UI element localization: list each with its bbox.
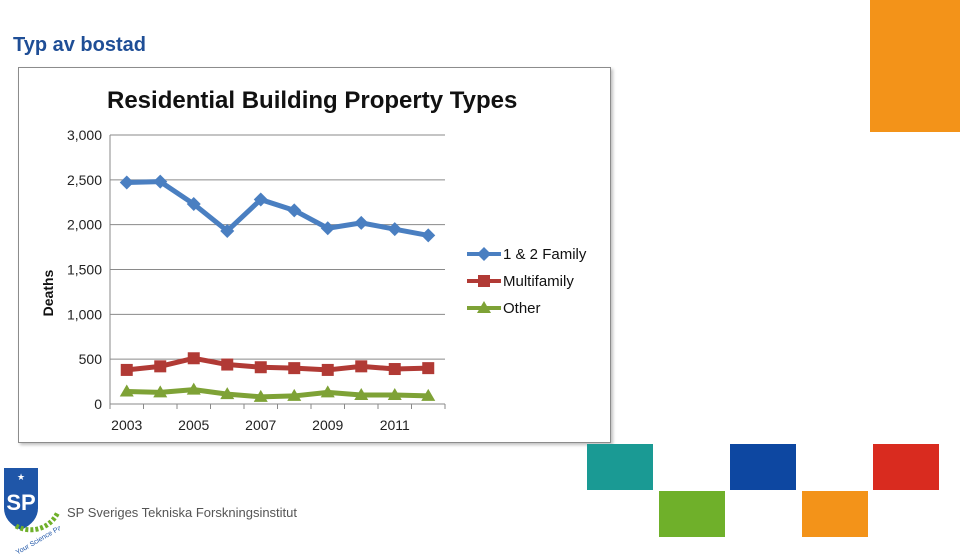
data-point	[387, 222, 402, 237]
series-lines	[119, 174, 436, 402]
y-tick-label: 1,500	[67, 262, 102, 278]
data-point	[154, 360, 167, 373]
data-point	[422, 362, 435, 375]
y-tick-label: 2,000	[67, 217, 102, 233]
deco-block-red	[873, 444, 939, 490]
data-point	[354, 388, 369, 401]
data-point	[119, 384, 134, 397]
series-0	[119, 174, 436, 243]
series-1	[120, 352, 435, 376]
y-axis-label: Deaths	[40, 269, 56, 316]
legend-marker	[477, 301, 491, 313]
org-name: SP Sveriges Tekniska Forskningsinstitut	[67, 505, 298, 520]
data-point	[421, 228, 436, 243]
data-point	[287, 388, 302, 401]
data-point	[253, 389, 268, 402]
data-point	[387, 388, 402, 401]
data-point	[119, 175, 134, 190]
logo-text: SP	[6, 490, 35, 515]
legend-label: Multifamily	[503, 273, 574, 290]
y-tick-label: 2,500	[67, 172, 102, 188]
data-point	[220, 223, 235, 238]
data-point	[253, 192, 268, 207]
axes: 0 500 1,000 1,500 2,000 2,500 3,000 2003 2005 200…	[67, 127, 446, 433]
chart-title: Residential Building Property Types	[107, 87, 517, 114]
deco-block-orange-top	[870, 0, 960, 132]
legend-marker	[478, 275, 490, 287]
series-line	[126, 355, 429, 373]
data-point	[153, 385, 168, 398]
x-tick-label: 2005	[178, 417, 209, 433]
chart-frame: Residential Building Property Types 0 500…	[18, 67, 611, 443]
gridlines	[110, 134, 445, 360]
data-point	[186, 197, 201, 212]
legend: 1 & 2 Family Multifamily Other	[467, 246, 587, 317]
data-point	[321, 363, 334, 376]
data-point	[187, 352, 200, 365]
data-point	[287, 203, 302, 218]
data-point	[320, 385, 335, 398]
data-point	[120, 363, 133, 376]
y-tick-label: 0	[94, 396, 102, 412]
x-tick-label: 2003	[111, 417, 142, 433]
legend-label: 1 & 2 Family	[503, 246, 587, 263]
data-point	[186, 382, 201, 395]
legend-item: 1 & 2 Family	[467, 246, 587, 263]
data-point	[254, 361, 267, 374]
data-point	[354, 215, 369, 230]
legend-item: Multifamily	[467, 273, 574, 290]
series-2	[119, 382, 436, 402]
data-point	[355, 360, 368, 373]
data-point	[421, 388, 436, 401]
x-tick-label: 2011	[380, 417, 410, 433]
legend-item: Other	[467, 300, 541, 317]
y-tick-label: 3,000	[67, 127, 102, 143]
data-point	[220, 387, 235, 400]
series-line	[126, 387, 429, 400]
svg-text:★: ★	[17, 472, 25, 482]
data-point	[153, 174, 168, 189]
data-point	[221, 358, 234, 371]
y-tick-label: 1,000	[67, 306, 102, 322]
deco-block-blue	[730, 444, 796, 490]
line-chart: Residential Building Property Types 0 500…	[40, 87, 587, 433]
data-point	[388, 363, 401, 376]
deco-block-orange-bottom	[802, 491, 868, 537]
deco-block-green	[659, 491, 725, 537]
sp-logo: ★ SP Your Science Partner	[2, 466, 76, 556]
deco-block-teal	[587, 444, 653, 490]
x-tick-label: 2009	[312, 417, 343, 433]
legend-label: Other	[503, 300, 541, 317]
data-point	[288, 362, 301, 375]
slide-title: Typ av bostad	[13, 34, 146, 56]
y-tick-label: 500	[79, 351, 103, 367]
legend-marker	[477, 247, 491, 261]
data-point	[320, 221, 335, 236]
series-line	[126, 179, 429, 238]
x-tick-label: 2007	[245, 417, 276, 433]
